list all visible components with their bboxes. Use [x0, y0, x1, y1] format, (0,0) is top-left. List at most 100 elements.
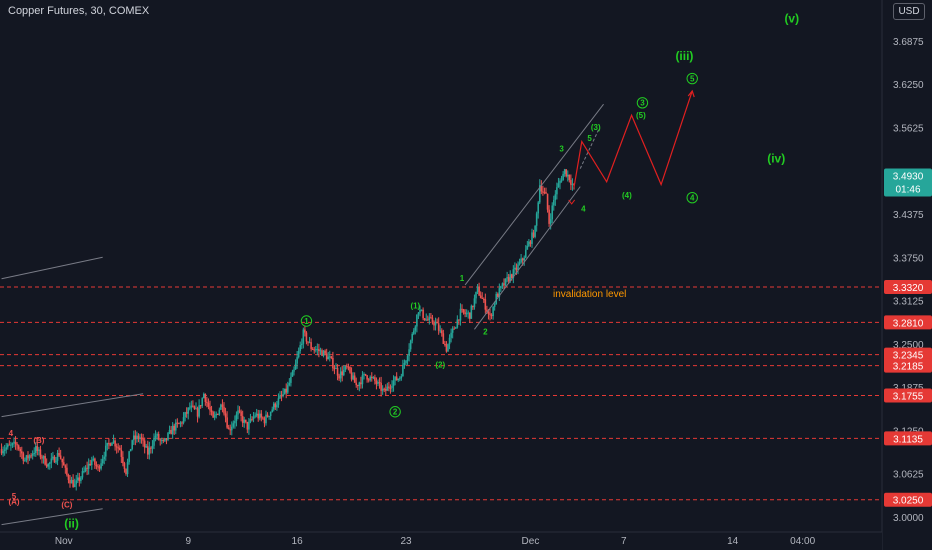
candle-body [316, 349, 319, 351]
candle-body [543, 191, 546, 193]
candle-body [470, 305, 473, 319]
candle-body [179, 422, 182, 424]
candle-body [563, 169, 566, 174]
candle-body [108, 442, 110, 444]
trendline[interactable] [1, 393, 144, 418]
candle-body [571, 184, 574, 186]
candle-body [361, 375, 364, 385]
candle-body [185, 412, 188, 414]
candle-body [126, 462, 129, 475]
candle-body [178, 423, 180, 425]
candle-body [518, 262, 521, 265]
candles [0, 168, 575, 491]
candle-body [44, 455, 46, 465]
invalidation-label: invalidation level [553, 289, 626, 300]
candle-body [475, 291, 477, 299]
candle-body [204, 393, 207, 402]
time-tick-label: Nov [55, 536, 73, 547]
candle-body [87, 463, 90, 469]
time-axis[interactable]: Nov 9 16 23 Dec 7 14 04:00 [0, 531, 882, 550]
candle-body [534, 225, 536, 237]
candle-body [294, 363, 297, 370]
candle-body [216, 413, 219, 415]
candle-body [529, 241, 532, 244]
candle-body [112, 440, 115, 443]
currency-badge[interactable]: USD [893, 3, 925, 20]
candle-body [260, 413, 263, 418]
candle-body [300, 343, 303, 346]
trendline[interactable] [1, 256, 103, 280]
candle-body [114, 440, 116, 447]
candle-body [125, 468, 127, 475]
price-tick-label: 3.5625 [893, 123, 924, 134]
candle-body [235, 414, 238, 421]
candle-body [447, 344, 449, 352]
candle-body [31, 453, 34, 456]
candle-body [416, 314, 418, 327]
candle-body [201, 398, 204, 406]
candle-body [207, 402, 210, 407]
candle-body [2, 451, 4, 454]
candle-body [321, 350, 323, 356]
candle-body [506, 277, 508, 279]
candle-body [95, 464, 98, 467]
candle-body [160, 439, 163, 441]
candle-body [436, 321, 438, 324]
candle-body [101, 459, 104, 464]
candle-body [73, 484, 76, 488]
candle-body [412, 330, 415, 334]
candle-body [234, 420, 236, 424]
candle-body [302, 329, 305, 344]
candle-body [409, 340, 412, 350]
candle-body [223, 406, 225, 414]
wave-label: (4) [622, 191, 632, 200]
candle-body [464, 312, 466, 314]
candle-body [151, 445, 154, 449]
candle-body [156, 433, 158, 436]
candle-body [157, 433, 160, 440]
channel-upper[interactable] [464, 103, 604, 286]
candle-body [355, 382, 358, 386]
projection-line[interactable] [573, 90, 693, 188]
wave-label: (iv) [767, 152, 785, 166]
wave-label: 2 [393, 408, 398, 417]
candle-body [56, 452, 59, 461]
price-tick-label: 3.4375 [893, 210, 924, 221]
price-axis[interactable]: 3.6875 3.6250 3.5625 3.4375 3.3750 3.3125 3.25… [881, 0, 932, 550]
wave-label: (5) [636, 111, 646, 120]
candle-body [383, 388, 386, 390]
candle-body [408, 349, 410, 356]
candle-body [196, 408, 199, 417]
candle-body [283, 388, 286, 395]
channel-lower[interactable] [474, 186, 581, 330]
candle-body [36, 446, 39, 452]
candle-body [218, 409, 221, 415]
candle-body [220, 404, 222, 410]
wave-label: 1 [304, 317, 309, 326]
candle-body [356, 385, 359, 387]
candle-body [489, 313, 491, 315]
candle-body [103, 456, 106, 460]
candle-body [414, 326, 417, 331]
candle-body [454, 327, 457, 329]
candle-body [503, 283, 505, 286]
candle-body [349, 366, 351, 373]
candle-body [229, 429, 232, 431]
candle-body [115, 446, 118, 448]
candle-body [380, 382, 382, 391]
candle-body [535, 213, 538, 226]
trendlines [1, 256, 144, 526]
candle-body [199, 405, 202, 407]
candle-body [62, 462, 65, 466]
level-price-badge [884, 492, 932, 507]
candle-body [492, 306, 494, 317]
candle-body [402, 364, 404, 377]
candle-body [526, 245, 529, 250]
trendline[interactable] [1, 508, 103, 526]
candle-body [551, 205, 554, 220]
candle-body [570, 180, 572, 185]
candle-body [391, 386, 393, 388]
candle-body [439, 330, 442, 332]
wave-label: (3) [591, 123, 601, 132]
